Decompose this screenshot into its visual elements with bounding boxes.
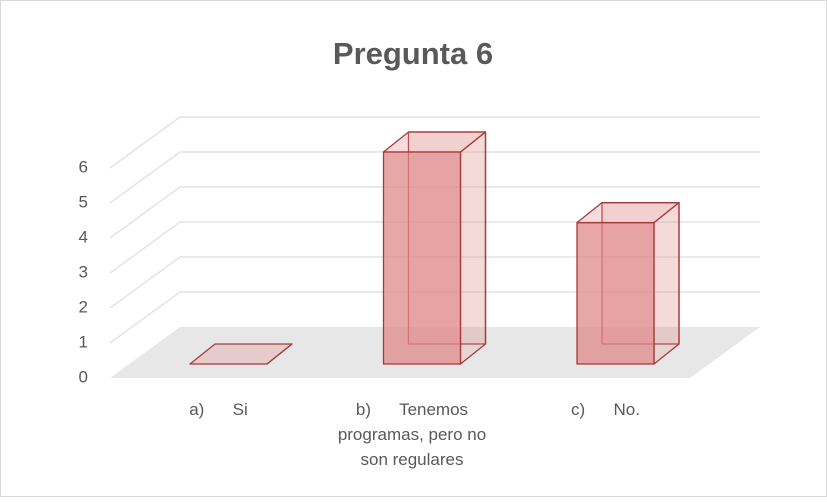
y-tick-label: 4 bbox=[79, 227, 88, 246]
bar bbox=[382, 131, 487, 365]
bar-side bbox=[459, 131, 487, 365]
x-tick-label: a) Si bbox=[189, 400, 248, 419]
x-tick-label-box: c) No. bbox=[571, 400, 640, 419]
grid-line bbox=[109, 256, 760, 309]
grid-line bbox=[109, 116, 760, 169]
y-tick-label: 6 bbox=[79, 157, 88, 176]
grid-line bbox=[109, 291, 760, 344]
y-tick-label: 3 bbox=[79, 262, 88, 281]
y-tick-label: 1 bbox=[79, 332, 88, 351]
y-tick-label: 5 bbox=[79, 192, 88, 211]
y-tick-label: 0 bbox=[79, 367, 88, 386]
x-tick-label-box: a) Si bbox=[189, 400, 248, 419]
grid-line bbox=[109, 186, 760, 239]
bar bbox=[576, 202, 680, 365]
bar-side bbox=[653, 202, 680, 365]
x-tick-label-box: b) Tenemos programas, pero no son regula… bbox=[337, 400, 491, 469]
x-tick-label: b) Tenemos programas, pero no son regula… bbox=[337, 400, 491, 469]
chart-title: Pregunta 6 bbox=[333, 36, 493, 71]
y-tick-label: 2 bbox=[79, 297, 88, 316]
x-tick-label: c) No. bbox=[571, 400, 640, 419]
grid-line bbox=[109, 221, 760, 274]
grid-line bbox=[109, 151, 760, 204]
bar bbox=[189, 343, 293, 365]
bar-top bbox=[189, 343, 293, 365]
bar-front bbox=[576, 222, 655, 365]
bar-front bbox=[382, 151, 462, 365]
